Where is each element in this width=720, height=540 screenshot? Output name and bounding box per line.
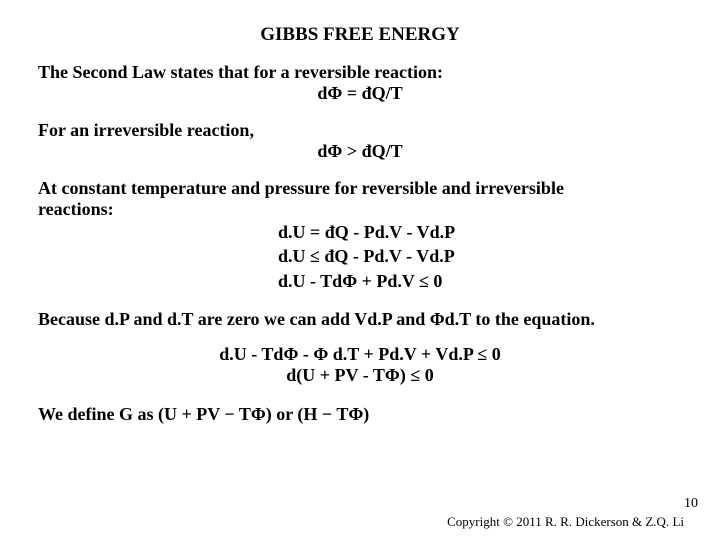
equation-du-2: d.U ≤ đQ - Pd.V - Vd.P xyxy=(278,244,682,268)
slide: GIBBS FREE ENERGY The Second Law states … xyxy=(0,0,720,540)
irreversible-text: For an irreversible reaction, xyxy=(38,120,682,141)
const-tp-text-1: At constant temperature and pressure for… xyxy=(38,178,682,199)
equation-reversible: dΦ = đQ/T xyxy=(38,83,682,104)
page-number: 10 xyxy=(684,496,698,512)
define-g-text: We define G as (U + PV − TΦ) or (H − TΦ) xyxy=(38,404,682,425)
equation-du-3: d.U - TdΦ + Pd.V ≤ 0 xyxy=(278,269,682,293)
equation-irreversible: dΦ > đQ/T xyxy=(38,141,682,162)
equation-expanded: d.U - TdΦ - Φ d.T + Pd.V + Vd.P ≤ 0 xyxy=(38,344,682,365)
equation-du-1: d.U = đQ - Pd.V - Vd.P xyxy=(278,220,682,244)
add-terms-text: Because d.P and d.T are zero we can add … xyxy=(38,309,682,330)
const-tp-text-2: reactions: xyxy=(38,199,682,220)
second-law-text: The Second Law states that for a reversi… xyxy=(38,62,682,83)
copyright-text: Copyright © 2011 R. R. Dickerson & Z.Q. … xyxy=(447,514,684,530)
equation-combined: d(U + PV - TΦ) ≤ 0 xyxy=(38,365,682,386)
slide-title: GIBBS FREE ENERGY xyxy=(38,24,682,46)
